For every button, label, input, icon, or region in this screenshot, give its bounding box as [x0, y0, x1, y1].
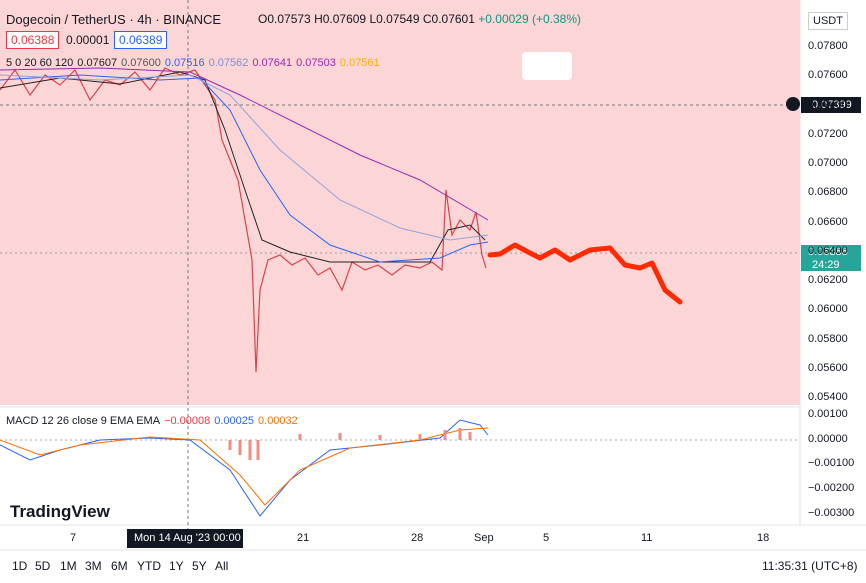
ma-value: 0.07561: [339, 57, 380, 69]
range-button[interactable]: 1D: [12, 559, 28, 573]
drawing-toolbar[interactable]: [522, 52, 572, 80]
high: H0.07609: [314, 12, 367, 26]
ma-legend: 5 0 20 60 120 0.07607 0.07600 0.07516 0.0756…: [6, 57, 380, 69]
time-tick: 5: [543, 532, 550, 544]
bid[interactable]: 0.06388: [6, 31, 60, 49]
clock: 11:35:31 (UTC+8): [762, 559, 858, 573]
ma-value: 0.07641: [252, 57, 293, 69]
logo: TradingView: [10, 502, 110, 521]
close: C0.07601: [422, 12, 475, 26]
time-label-bg: [127, 529, 243, 548]
time-tick: 7: [70, 532, 77, 544]
price-tick: 0.05800: [808, 332, 848, 345]
range-button[interactable]: 5D: [35, 559, 51, 573]
macd-tick: 0.00000: [808, 432, 848, 445]
macd-tick: −0.00300: [808, 506, 855, 519]
range-button[interactable]: 5Y: [192, 559, 207, 573]
range-button[interactable]: 1Y: [169, 559, 184, 573]
price-tick: 0.05400: [808, 391, 848, 403]
symbol: Dogecoin / TetherUS · 4h · BINANCE: [6, 12, 222, 27]
crosshair-price: 0.07399: [812, 99, 852, 111]
open: O0.07573: [258, 12, 311, 26]
price-tick: 0.06400: [808, 244, 848, 257]
ma-5: [0, 71, 486, 263]
ma-label: 5 0 20 60 120: [6, 57, 74, 69]
countdown: 24:29: [812, 259, 840, 271]
change: +0.00029 (+0.38%): [478, 12, 581, 26]
macd-tick: 0.00100: [808, 408, 848, 420]
ma-value: 0.07600: [121, 57, 161, 69]
price-tick: 0.07000: [808, 157, 848, 169]
time-tick: 11: [641, 532, 653, 544]
toolbar: [0, 551, 866, 583]
last-price: 0.06388: [808, 246, 848, 258]
crosshair-time: Mon 14 Aug '23 00:00: [134, 532, 241, 544]
macd-tick: −0.00200: [808, 482, 855, 495]
macd-histogram: [228, 428, 472, 460]
range-button[interactable]: YTD: [137, 559, 161, 573]
price-tick: 0.07600: [808, 69, 848, 82]
price-tick: 0.07400: [808, 98, 848, 111]
ma-20: [0, 74, 489, 263]
ma-value: 0.07516: [164, 57, 205, 69]
macd-label: MACD 12 26 close 9 EMA EMA: [6, 415, 161, 427]
ma-value: 0.07562: [208, 57, 249, 69]
ma-60: [0, 74, 489, 241]
macd-value: 0.00032: [258, 415, 298, 427]
ohlc: O0.07573 H0.07609 L0.07549 C0.07601 +0.0…: [258, 12, 581, 26]
range-button[interactable]: All: [215, 559, 229, 573]
price-candles: [0, 67, 487, 373]
macd-legend: MACD 12 26 close 9 EMA EMA −0.00008 0.0002…: [6, 415, 298, 427]
crosshair-price-bg: [801, 97, 861, 113]
ma-120: [0, 67, 489, 221]
time-tick: 21: [297, 532, 310, 544]
time-tick: 18: [757, 532, 770, 544]
price-pane: [0, 0, 800, 405]
signal-line: [0, 427, 489, 506]
range-button[interactable]: 1M: [60, 559, 77, 573]
macd-value: 0.00025: [214, 415, 255, 427]
price-tick: 0.05600: [808, 361, 848, 374]
spread: 0.00001: [66, 33, 110, 47]
price-tick: 0.06000: [808, 303, 848, 316]
range-button[interactable]: 3M: [85, 559, 102, 573]
ma-value: 0.07607: [77, 57, 118, 69]
macd-value: −0.00008: [164, 415, 211, 427]
drawn-prediction: [487, 242, 683, 305]
price-tick: 0.06200: [808, 274, 848, 286]
price-tick: 0.06800: [808, 186, 848, 199]
low: L0.07549: [369, 12, 420, 26]
last-price-bg: [801, 245, 861, 271]
macd-tick: −0.00100: [808, 457, 855, 470]
crosshair-plus[interactable]: [786, 97, 800, 111]
ma-value: 0.07503: [296, 57, 336, 69]
price-tick: 0.07200: [808, 127, 848, 140]
price-tick: 0.07800: [808, 40, 848, 52]
ask[interactable]: 0.06389: [114, 31, 168, 49]
time-tick: Sep: [474, 532, 494, 544]
currency[interactable]: USDT: [808, 12, 848, 30]
price-tick: 0.06600: [808, 215, 848, 228]
range-button[interactable]: 6M: [111, 559, 128, 573]
time-tick: 28: [411, 532, 424, 544]
